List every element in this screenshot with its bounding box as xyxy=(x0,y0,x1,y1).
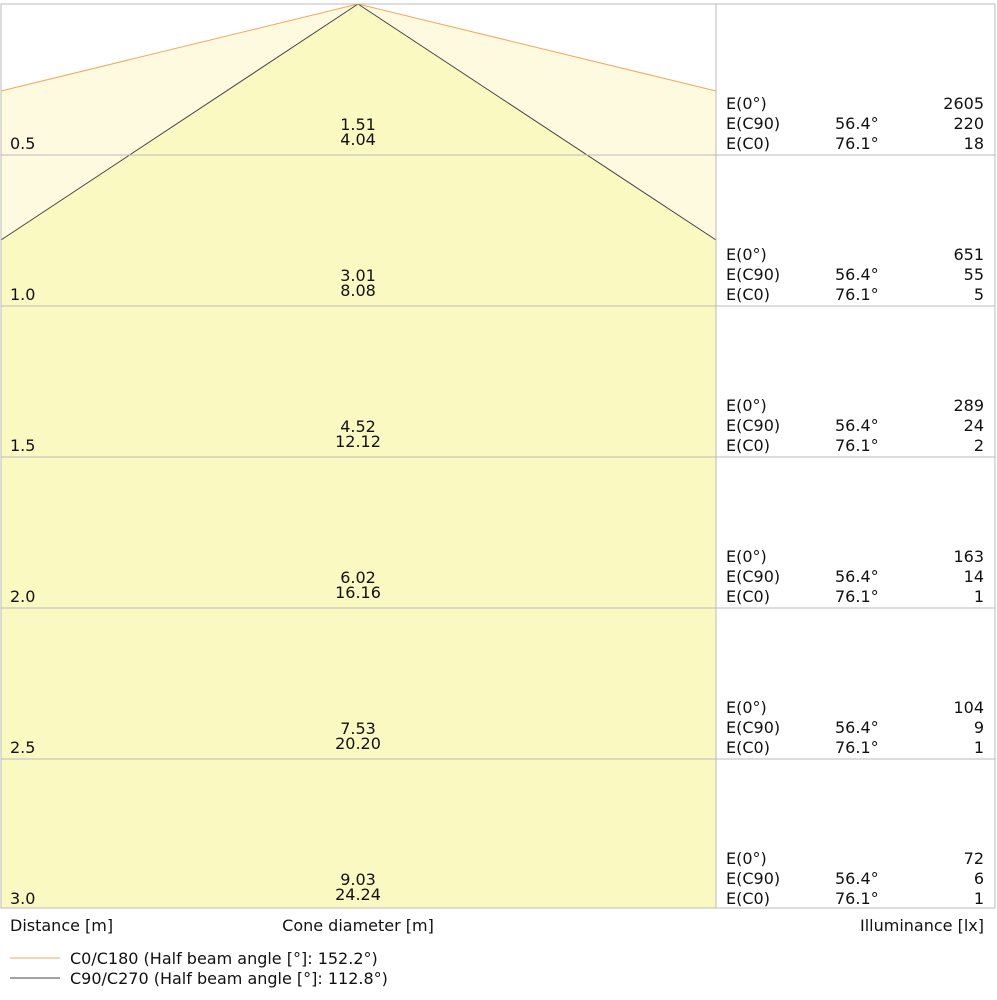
diameter-label: 1.51 xyxy=(340,115,376,134)
distance-label: 1.0 xyxy=(10,285,35,304)
outer-cone-fill xyxy=(1,4,716,240)
angle-label: 56.4° xyxy=(835,567,879,586)
illuminance-value: 104 xyxy=(953,698,984,717)
illuminance-value: 9 xyxy=(974,718,984,737)
illuminance-label: E(C90) xyxy=(726,869,780,888)
c0-line xyxy=(0,3,359,92)
illuminance-label: E(C90) xyxy=(726,265,780,284)
diameter-label: 20.20 xyxy=(335,734,381,753)
illuminance-label: E(0°) xyxy=(726,94,767,113)
illuminance-label: E(C0) xyxy=(726,436,770,455)
illuminance-label: E(C0) xyxy=(726,889,770,908)
illuminance-value: 14 xyxy=(964,567,984,586)
angle-label: 76.1° xyxy=(835,587,879,606)
illuminance-label: E(C0) xyxy=(726,738,770,757)
angle-label: 56.4° xyxy=(835,869,879,888)
diameter-label: 7.53 xyxy=(340,719,376,738)
illuminance-value: 2 xyxy=(974,436,984,455)
illuminance-label: E(C0) xyxy=(726,285,770,304)
illuminance-label: E(C0) xyxy=(726,134,770,153)
diameter-label: 8.08 xyxy=(340,281,376,300)
footer-label: Illuminance [lx] xyxy=(860,916,984,935)
illuminance-label: E(0°) xyxy=(726,698,767,717)
distance-label: 2.5 xyxy=(10,738,35,757)
diameter-label: 24.24 xyxy=(335,885,381,904)
diameter-label: 9.03 xyxy=(340,870,376,889)
distance-label: 0.5 xyxy=(10,134,35,153)
illuminance-value: 1 xyxy=(974,738,984,757)
diameter-label: 3.01 xyxy=(340,266,376,285)
c90-line xyxy=(0,3,359,241)
angle-label: 76.1° xyxy=(835,889,879,908)
illuminance-value: 1 xyxy=(974,889,984,908)
illuminance-value: 2605 xyxy=(943,94,984,113)
angle-label: 76.1° xyxy=(835,436,879,455)
distance-label: 3.0 xyxy=(10,889,35,908)
illuminance-value: 24 xyxy=(964,416,984,435)
diameter-label: 4.52 xyxy=(340,417,376,436)
illuminance-value: 6 xyxy=(974,869,984,888)
illuminance-label: E(C90) xyxy=(726,114,780,133)
illuminance-label: E(0°) xyxy=(726,245,767,264)
illuminance-label: E(0°) xyxy=(726,849,767,868)
illuminance-value: 163 xyxy=(953,547,984,566)
distance-label: 1.5 xyxy=(10,436,35,455)
angle-label: 76.1° xyxy=(835,134,879,153)
diameter-label: 6.02 xyxy=(340,568,376,587)
illuminance-value: 55 xyxy=(964,265,984,284)
illuminance-value: 5 xyxy=(974,285,984,304)
angle-label: 56.4° xyxy=(835,416,879,435)
frame xyxy=(0,3,996,909)
angle-label: 76.1° xyxy=(835,738,879,757)
angle-label: 56.4° xyxy=(835,114,879,133)
illuminance-value: 1 xyxy=(974,587,984,606)
illuminance-label: E(C0) xyxy=(726,587,770,606)
illuminance-label: E(0°) xyxy=(726,547,767,566)
illuminance-label: E(0°) xyxy=(726,396,767,415)
angle-label: 56.4° xyxy=(835,718,879,737)
diameter-label: 12.12 xyxy=(335,432,381,451)
angle-label: 56.4° xyxy=(835,265,879,284)
distance-label: 2.0 xyxy=(10,587,35,606)
angle-label: 76.1° xyxy=(835,285,879,304)
illuminance-label: E(C90) xyxy=(726,567,780,586)
illuminance-value: 651 xyxy=(953,245,984,264)
c90-line xyxy=(357,3,717,241)
illuminance-value: 18 xyxy=(964,134,984,153)
legend-entry: C0/C180 (Half beam angle [°]: 152.2°) xyxy=(70,949,378,968)
footer-label: Cone diameter [m] xyxy=(282,916,434,935)
illuminance-label: E(C90) xyxy=(726,416,780,435)
illuminance-label: E(C90) xyxy=(726,718,780,737)
legend-entry: C90/C270 (Half beam angle [°]: 112.8°) xyxy=(70,969,388,988)
illuminance-value: 289 xyxy=(953,396,984,415)
c0-line xyxy=(357,3,717,92)
illuminance-value: 72 xyxy=(964,849,984,868)
diameter-label: 16.16 xyxy=(335,583,381,602)
footer-label: Distance [m] xyxy=(10,916,113,935)
diameter-label: 4.04 xyxy=(340,130,376,149)
illuminance-value: 220 xyxy=(953,114,984,133)
